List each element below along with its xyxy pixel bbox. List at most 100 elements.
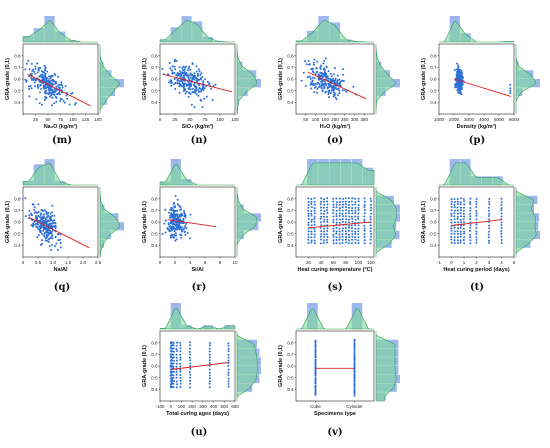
x-tick-label: 4 [189, 260, 192, 265]
y-tick-label: 0.6 [430, 77, 437, 82]
data-point [487, 209, 490, 212]
data-point [457, 83, 460, 86]
data-point [172, 382, 175, 385]
data-point [171, 350, 174, 353]
data-point [341, 218, 344, 221]
data-point [320, 215, 323, 218]
data-point [171, 65, 174, 68]
data-point [345, 206, 347, 208]
data-point [188, 356, 191, 359]
data-point [53, 102, 56, 105]
data-point [335, 232, 338, 235]
data-point [357, 227, 360, 230]
data-point [321, 80, 324, 83]
data-point [313, 223, 316, 226]
data-point [357, 239, 360, 242]
panel-label: (u) [191, 427, 208, 438]
data-point [28, 68, 31, 71]
data-point [179, 358, 182, 361]
data-point [172, 362, 175, 365]
data-point [208, 377, 211, 380]
data-point [188, 371, 191, 374]
data-point [172, 376, 175, 379]
data-point [351, 227, 353, 230]
data-point [196, 72, 199, 75]
data-point [353, 351, 356, 354]
data-point [310, 230, 313, 233]
data-point [53, 91, 56, 94]
data-point [197, 94, 200, 97]
data-point [208, 350, 211, 353]
data-point [450, 241, 453, 244]
data-point [167, 222, 170, 225]
data-point [203, 87, 206, 90]
data-point [323, 73, 326, 76]
data-point [179, 341, 182, 344]
data-point [175, 225, 178, 228]
data-point [173, 223, 176, 226]
data-point [475, 206, 478, 208]
data-point [322, 241, 325, 244]
data-point [310, 210, 313, 212]
data-point [487, 233, 490, 236]
data-point [307, 206, 310, 209]
data-point [454, 85, 456, 88]
data-point [357, 200, 360, 203]
x-tick-label: 75 [202, 117, 208, 122]
data-point [456, 203, 459, 205]
data-point [189, 367, 192, 370]
data-point [168, 230, 171, 233]
data-point [500, 209, 503, 212]
y-tick-label: 0.4 [430, 243, 437, 248]
data-point [172, 344, 175, 347]
data-point [469, 233, 471, 236]
data-point [324, 91, 327, 94]
data-point [453, 201, 456, 203]
data-point [38, 91, 41, 94]
data-point [460, 84, 462, 87]
data-point [191, 91, 194, 93]
data-point [42, 77, 45, 80]
data-point [50, 82, 53, 85]
data-point [313, 242, 316, 245]
data-point [178, 214, 181, 217]
data-point [182, 79, 185, 82]
data-point [457, 88, 460, 91]
data-point [184, 89, 186, 92]
data-point [58, 87, 61, 89]
data-point [208, 371, 211, 374]
data-point [180, 72, 183, 75]
data-point [313, 233, 316, 236]
data-point [68, 103, 71, 106]
data-point [313, 230, 316, 233]
data-point [326, 86, 329, 89]
data-point [189, 213, 192, 216]
x-tick-label: 2.5 [95, 260, 102, 265]
data-point [335, 206, 338, 209]
data-point [54, 245, 57, 248]
data-point [32, 77, 35, 80]
data-point [332, 233, 335, 236]
data-point [475, 223, 478, 226]
data-point [227, 364, 230, 367]
data-point [313, 200, 316, 203]
data-point [170, 236, 172, 239]
data-point [353, 379, 356, 382]
x-tick-label: 0 [169, 404, 172, 409]
data-point [55, 82, 58, 85]
data-point [363, 197, 366, 200]
data-point [353, 348, 356, 351]
data-point [48, 245, 51, 248]
x-tick-label: 100 [178, 404, 186, 409]
data-point [326, 218, 329, 221]
fit-line [307, 71, 367, 100]
data-point [463, 221, 465, 224]
x-tick-label: 3000 [464, 117, 475, 122]
data-point [196, 79, 199, 82]
right-kde-curve [236, 187, 258, 257]
data-point [338, 233, 341, 236]
y-tick-label: 0.6 [287, 364, 294, 369]
x-tick-label: 50 [303, 117, 309, 122]
data-point [183, 70, 186, 73]
data-point [198, 70, 201, 73]
